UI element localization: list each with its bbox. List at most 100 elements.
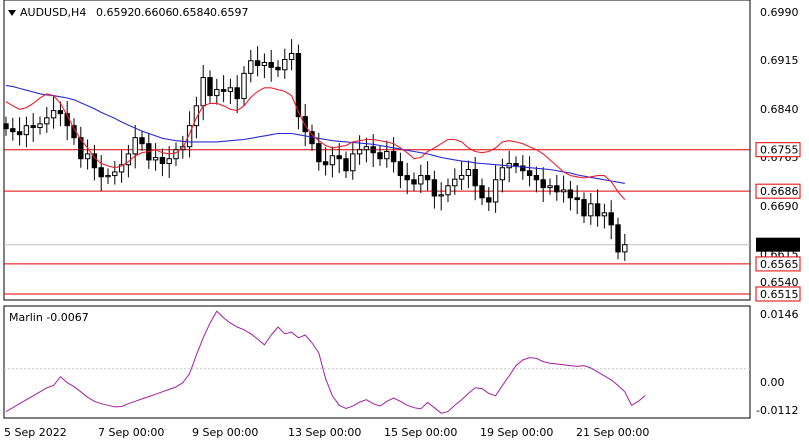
price-tick-label: 0.6990 <box>760 6 799 19</box>
candle-body <box>282 59 288 71</box>
candle-body <box>492 179 499 203</box>
candle-body <box>499 167 506 181</box>
candle-body <box>193 105 200 127</box>
candle-body <box>377 152 383 160</box>
candle-body <box>350 153 356 172</box>
level-price-label: 0.6565 <box>760 258 799 271</box>
candle-body <box>431 179 438 197</box>
candle-body <box>186 125 193 148</box>
candle-body <box>390 151 397 163</box>
candle-body <box>608 212 614 226</box>
level-price-tag <box>755 183 801 199</box>
candle-body <box>560 189 567 193</box>
candle-body <box>547 185 553 189</box>
header-open: 0.6592 <box>96 6 135 19</box>
candle-body <box>458 175 465 180</box>
candle-body <box>465 169 472 177</box>
candle-body <box>248 60 254 74</box>
time-tick-label: 7 Sep 00:00 <box>98 426 164 439</box>
candle-body <box>37 123 43 128</box>
price-tick-label: 0.6915 <box>760 54 799 67</box>
candle-body <box>214 89 220 97</box>
candle-body <box>23 125 30 136</box>
level-price-label: 0.6686 <box>760 185 799 198</box>
candle-body <box>207 77 213 97</box>
candle-body <box>322 161 329 166</box>
candle-body <box>356 149 363 155</box>
candle-body <box>445 185 451 196</box>
candle-body <box>452 178 458 187</box>
candle-body <box>16 131 23 136</box>
candle-body <box>411 179 417 185</box>
indicator-tick-label: -0.0112 <box>756 404 798 417</box>
candle-body <box>513 163 519 167</box>
candle-body <box>200 77 206 107</box>
time-tick-label: 19 Sep 00:00 <box>480 426 553 439</box>
indicator-tick-label: 0.00 <box>760 376 785 389</box>
level-price-tag <box>755 256 801 272</box>
level-price-label: 0.6755 <box>760 144 799 157</box>
candle-body <box>241 72 247 100</box>
candle-body <box>57 110 64 115</box>
candle-body <box>533 175 540 181</box>
candle-body <box>139 137 145 145</box>
candle-body <box>316 143 322 163</box>
candle-body <box>554 185 560 193</box>
candle-body <box>601 212 608 217</box>
candle-body <box>438 194 444 197</box>
candle-body <box>132 137 138 155</box>
candle-body <box>574 197 580 201</box>
candle-body <box>261 62 268 67</box>
indicator-label: Marlin -0.0067 <box>9 311 89 324</box>
indicator-tick-label: 0.0146 <box>760 308 799 321</box>
candle-body <box>567 189 574 199</box>
price-tick-label: 0.6690 <box>760 200 799 213</box>
ma-fast-line <box>5 87 626 200</box>
candle-body <box>622 244 628 253</box>
candle-body <box>112 171 118 177</box>
candle-body <box>588 203 594 217</box>
candle-body <box>404 175 410 181</box>
candle-body <box>159 157 166 165</box>
price-tick-label: 0.6540 <box>760 276 799 289</box>
level-price-label: 0.6515 <box>760 288 799 301</box>
time-tick-label: 21 Sep 00:00 <box>576 426 649 439</box>
candle-body <box>254 60 261 67</box>
indicator-axis: 0.0146 0.00 -0.0112 <box>756 308 799 417</box>
candle-body <box>105 175 111 178</box>
time-tick-label: 5 Sep 2022 <box>4 426 67 439</box>
candle-body <box>118 164 125 173</box>
candle-body <box>30 125 36 128</box>
candle-body <box>472 169 478 187</box>
candle-body <box>152 157 159 161</box>
header-close: 0.6597 <box>210 6 249 19</box>
candle-body <box>78 137 84 160</box>
time-tick-label: 13 Sep 00:00 <box>288 426 361 439</box>
marlin-line <box>5 310 646 414</box>
candle-body <box>343 158 349 172</box>
candle-body <box>615 224 621 253</box>
candle-body <box>220 89 227 92</box>
candle-body <box>275 66 281 71</box>
candle-body <box>227 87 234 92</box>
symbol-dropdown-icon[interactable] <box>8 10 16 16</box>
indicator-plot <box>4 310 750 414</box>
level-price-tag <box>755 286 801 302</box>
candle-body <box>50 110 57 119</box>
header-symbol: AUDUSD,H4 <box>20 6 86 19</box>
candle-body <box>526 170 533 177</box>
candle-body <box>336 155 342 160</box>
candle-body <box>288 53 295 61</box>
candle-body <box>166 158 172 165</box>
candle-body <box>384 151 390 160</box>
header-high: 0.6606 <box>134 6 173 19</box>
candle-body <box>84 153 91 160</box>
candle-body <box>397 161 404 177</box>
candle-body <box>594 203 601 217</box>
current-price-label: 0.6597 <box>760 239 799 252</box>
indicator-panel-frame <box>3 305 751 419</box>
level-price-tag <box>755 142 801 158</box>
candle-body <box>173 149 179 160</box>
candle-body <box>268 62 274 68</box>
